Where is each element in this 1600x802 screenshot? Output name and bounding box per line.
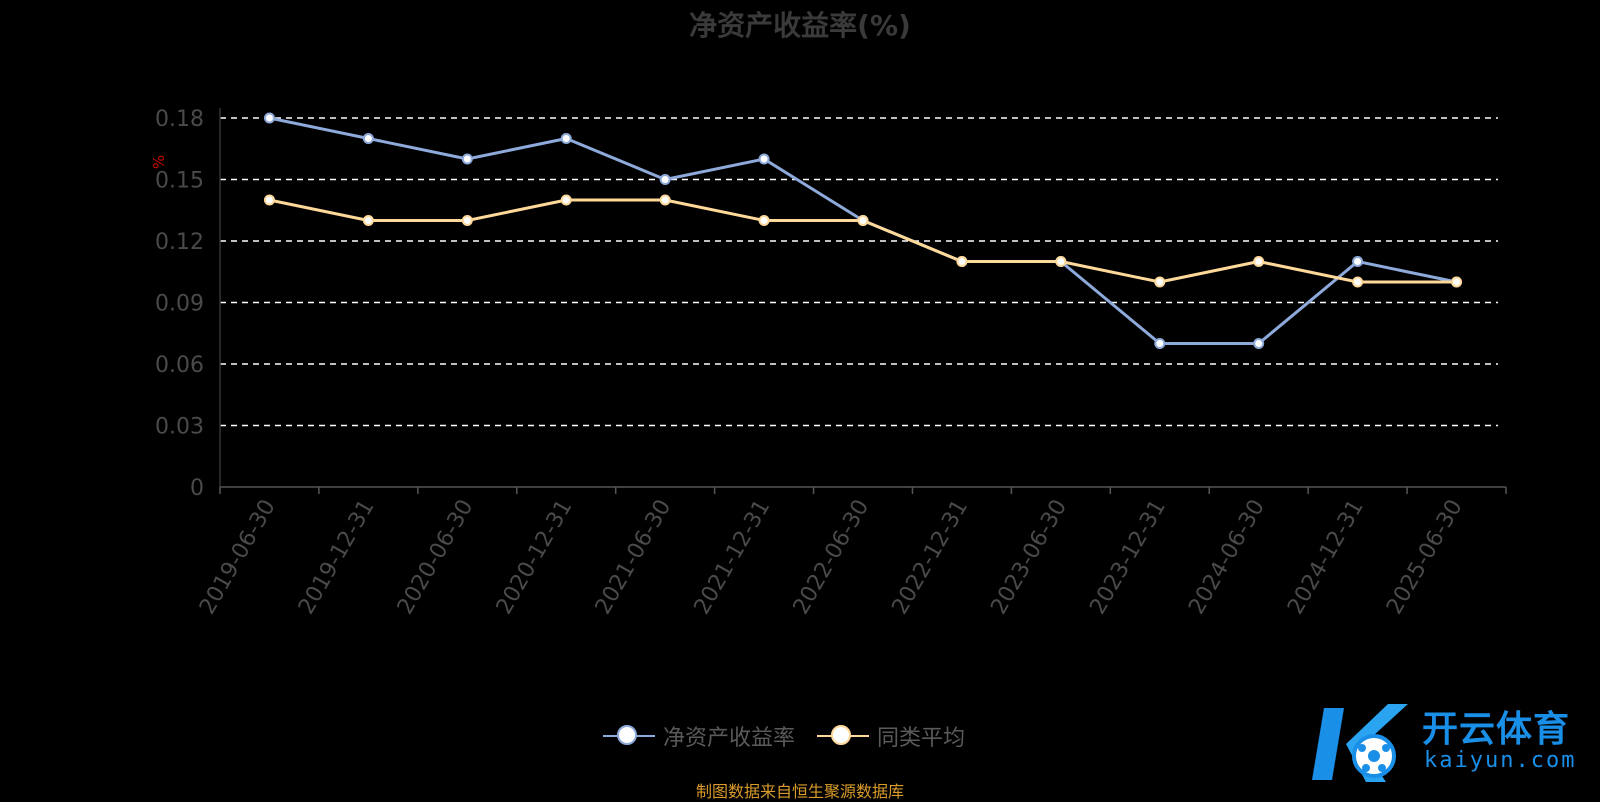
data-point-0 — [1154, 338, 1166, 349]
data-point-1 — [758, 215, 770, 226]
data-point-0 — [362, 133, 374, 144]
data-point-1 — [659, 194, 671, 206]
series-lines — [263, 112, 1463, 349]
y-tick-label: 0.15 — [155, 169, 204, 194]
data-point-0 — [1253, 338, 1265, 349]
y-tick-label: 0.09 — [155, 292, 204, 317]
data-point-1 — [956, 256, 968, 267]
data-point-1 — [263, 194, 275, 206]
y-tick-label: 0.18 — [155, 107, 204, 132]
y-tick-label: 0 — [190, 476, 204, 501]
x-tick-label: 2019-06-30 — [195, 496, 281, 619]
data-point-1 — [1451, 276, 1463, 288]
watermark-domain: kaiyun.com — [1424, 748, 1577, 773]
data-point-0 — [659, 174, 671, 185]
legend-swatch-peer-average — [817, 724, 869, 748]
data-point-1 — [1352, 276, 1364, 288]
x-tick-label: 2021-12-31 — [690, 496, 776, 619]
data-point-0 — [263, 112, 275, 124]
data-point-1 — [857, 215, 869, 226]
data-point-1 — [1055, 256, 1067, 267]
axes: 0 0.03 0.06 0.09 0.12 0.15 0.18% 2019-06-30 2019… — [150, 107, 1507, 619]
grid-lines — [220, 117, 1498, 427]
data-point-1 — [1253, 256, 1265, 267]
y-tick-label: 0.12 — [155, 230, 204, 255]
data-point-1 — [362, 215, 374, 226]
x-tick-label: 2022-12-31 — [888, 496, 974, 619]
x-tick-label: 2024-12-31 — [1283, 496, 1369, 619]
y-tick-label: 0.06 — [155, 353, 204, 378]
legend-item-peer-average[interactable]: 同类平均 — [817, 720, 965, 752]
legend-label-peer-average: 同类平均 — [877, 726, 966, 751]
data-point-1 — [461, 215, 473, 226]
watermark: 开云体育 kaiyun.com — [1310, 700, 1590, 790]
series-line-0 — [269, 116, 1457, 345]
x-tick-label: 2020-12-31 — [492, 496, 578, 619]
x-tick-label: 2023-06-30 — [986, 496, 1072, 619]
legend-swatch-roe — [602, 724, 655, 748]
data-point-1 — [1154, 276, 1166, 288]
legend: 净资产收益率 同类平均 — [0, 720, 1584, 752]
data-source-note: 制图数据来自恒生聚源数据库 — [695, 782, 904, 801]
x-tick-label: 2025-06-30 — [1382, 496, 1468, 619]
data-point-0 — [461, 153, 473, 165]
y-axis-label: % — [150, 155, 168, 169]
chart-title: 净资产收益率(%) — [689, 9, 911, 42]
x-tick-label: 2023-12-31 — [1085, 496, 1171, 619]
kaiyun-logo-icon — [1312, 704, 1408, 782]
x-tick-label: 2024-06-30 — [1184, 496, 1270, 619]
watermark-brand: 开云体育 — [1422, 709, 1571, 750]
x-tick-label: 2020-06-30 — [393, 496, 479, 619]
legend-label-roe: 净资产收益率 — [662, 726, 795, 751]
x-tick-label: 2019-12-31 — [294, 496, 380, 619]
legend-item-roe[interactable]: 净资产收益率 — [602, 720, 795, 752]
data-point-0 — [758, 153, 770, 165]
data-point-1 — [560, 194, 572, 206]
x-tick-label: 2022-06-30 — [789, 496, 875, 619]
data-point-0 — [560, 133, 572, 144]
y-tick-label: 0.03 — [155, 415, 204, 440]
x-tick-label: 2021-06-30 — [591, 496, 677, 619]
data-point-0 — [1352, 256, 1364, 267]
